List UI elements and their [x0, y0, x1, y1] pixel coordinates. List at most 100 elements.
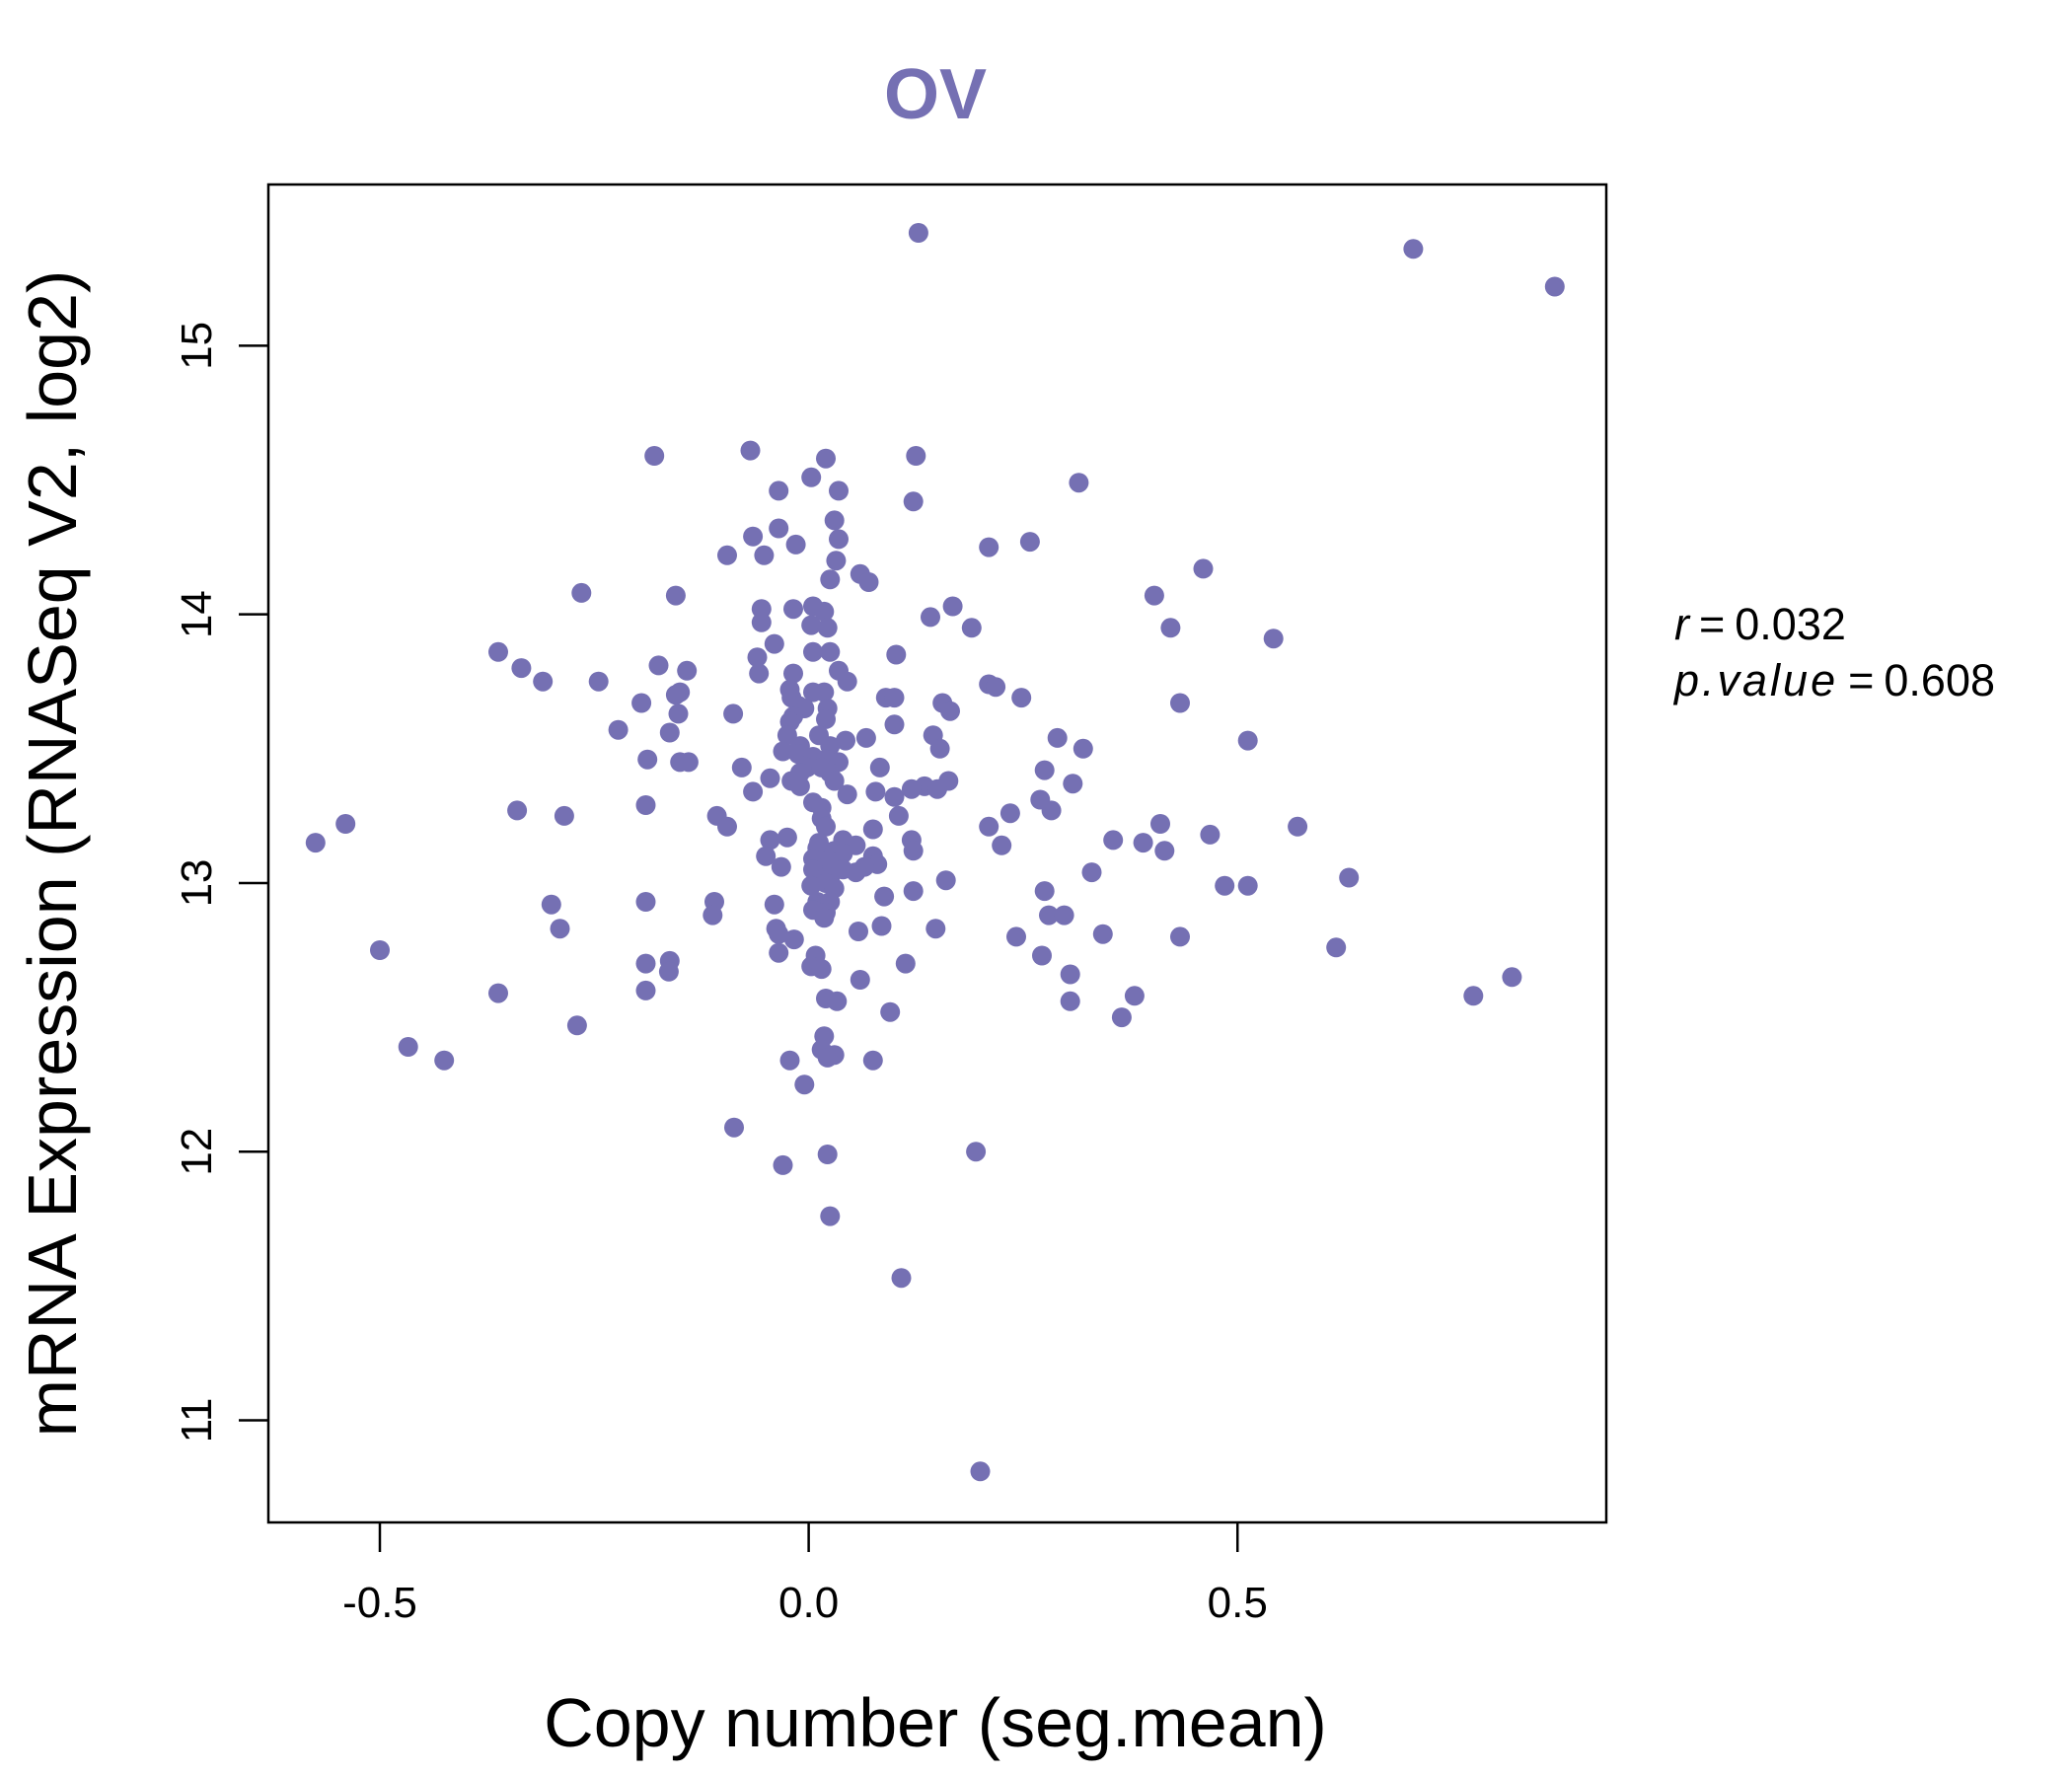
data-point — [925, 919, 946, 939]
data-point — [903, 491, 924, 512]
data-point — [665, 685, 686, 705]
data-point — [769, 518, 789, 539]
data-point — [1200, 824, 1221, 845]
data-point — [717, 545, 737, 565]
data-point — [779, 1050, 800, 1071]
data-point — [986, 677, 1006, 698]
data-point — [820, 1206, 841, 1226]
data-point — [398, 1037, 418, 1057]
x-tick-label: -0.5 — [342, 1579, 417, 1627]
data-point — [1103, 830, 1124, 851]
data-point — [488, 983, 508, 1003]
data-point — [541, 894, 561, 915]
data-point — [533, 671, 554, 692]
data-point — [940, 701, 960, 721]
data-point — [1063, 774, 1083, 794]
data-point — [850, 970, 870, 990]
data-point — [608, 719, 629, 740]
data-point — [554, 805, 574, 826]
data-point — [760, 768, 780, 788]
data-point — [1144, 585, 1164, 606]
data-point — [901, 778, 922, 799]
data-point — [999, 803, 1020, 824]
data-point — [884, 714, 905, 735]
data-point — [434, 1050, 455, 1071]
data-point — [935, 870, 956, 891]
data-point — [764, 894, 784, 915]
data-point — [1032, 945, 1052, 966]
data-point — [817, 1047, 838, 1068]
data-point — [1288, 816, 1308, 837]
data-point — [921, 607, 940, 628]
data-point — [865, 781, 886, 802]
x-axis-title: Copy number (seg.mean) — [544, 1684, 1327, 1761]
data-point — [1154, 841, 1175, 861]
data-point — [703, 905, 723, 925]
data-point — [927, 778, 947, 799]
data-point — [1081, 862, 1102, 883]
data-point — [1041, 800, 1062, 821]
data-point — [858, 572, 879, 592]
data-point — [1170, 693, 1190, 713]
data-point — [829, 481, 849, 501]
plot-frame — [266, 183, 1608, 1524]
data-point — [749, 663, 770, 684]
data-point — [816, 448, 836, 469]
data-point — [884, 786, 905, 807]
data-point — [1060, 964, 1080, 985]
data-point — [811, 959, 832, 980]
data-point — [1215, 875, 1235, 896]
data-point — [837, 784, 857, 805]
data-point — [871, 916, 892, 936]
data-point — [801, 467, 822, 487]
data-point — [803, 641, 823, 662]
x-axis: -0.5 0.0 0.5 — [342, 1522, 1268, 1627]
p-value: 0.608 — [1884, 655, 1995, 705]
data-point — [668, 703, 689, 724]
data-point — [335, 814, 356, 834]
data-point — [884, 688, 905, 708]
data-point — [658, 961, 679, 982]
data-point — [903, 881, 924, 902]
data-point — [862, 819, 883, 840]
r-value: 0.032 — [1735, 599, 1846, 649]
points-layer — [305, 223, 1565, 1482]
data-point — [992, 835, 1012, 855]
chart-title: OV — [884, 55, 987, 134]
data-point — [824, 510, 845, 531]
data-point — [1403, 239, 1424, 259]
data-point — [1124, 986, 1145, 1006]
data-point — [837, 671, 857, 692]
data-point — [862, 1050, 883, 1071]
data-point — [1133, 833, 1153, 853]
data-point — [961, 618, 982, 638]
data-point — [659, 722, 680, 743]
data-point — [814, 908, 835, 928]
data-point — [891, 1268, 912, 1289]
data-point — [1047, 727, 1068, 748]
data-point — [550, 919, 570, 939]
y-tick-label: 13 — [173, 858, 221, 907]
data-point — [743, 781, 764, 802]
data-point — [1170, 926, 1190, 947]
data-point — [817, 1145, 838, 1164]
data-point — [783, 663, 803, 684]
data-point — [942, 596, 963, 617]
data-point — [966, 1142, 987, 1162]
data-point — [886, 644, 907, 665]
p-label: p.value — [1672, 655, 1838, 705]
data-point — [1060, 991, 1080, 1011]
data-point — [773, 1154, 793, 1175]
svg-text:r=0.032: r = 0.032 — [1674, 599, 1846, 649]
data-point — [511, 658, 532, 679]
data-point — [1019, 532, 1040, 553]
data-point — [1034, 760, 1055, 780]
data-point — [1237, 875, 1258, 896]
correlation-stats: r = 0.032 p.value = 0.608 — [1672, 599, 1995, 705]
data-point — [874, 886, 895, 907]
data-point — [970, 1461, 991, 1482]
data-point — [1039, 905, 1059, 925]
data-point — [846, 862, 866, 883]
r-label: r — [1674, 599, 1691, 649]
